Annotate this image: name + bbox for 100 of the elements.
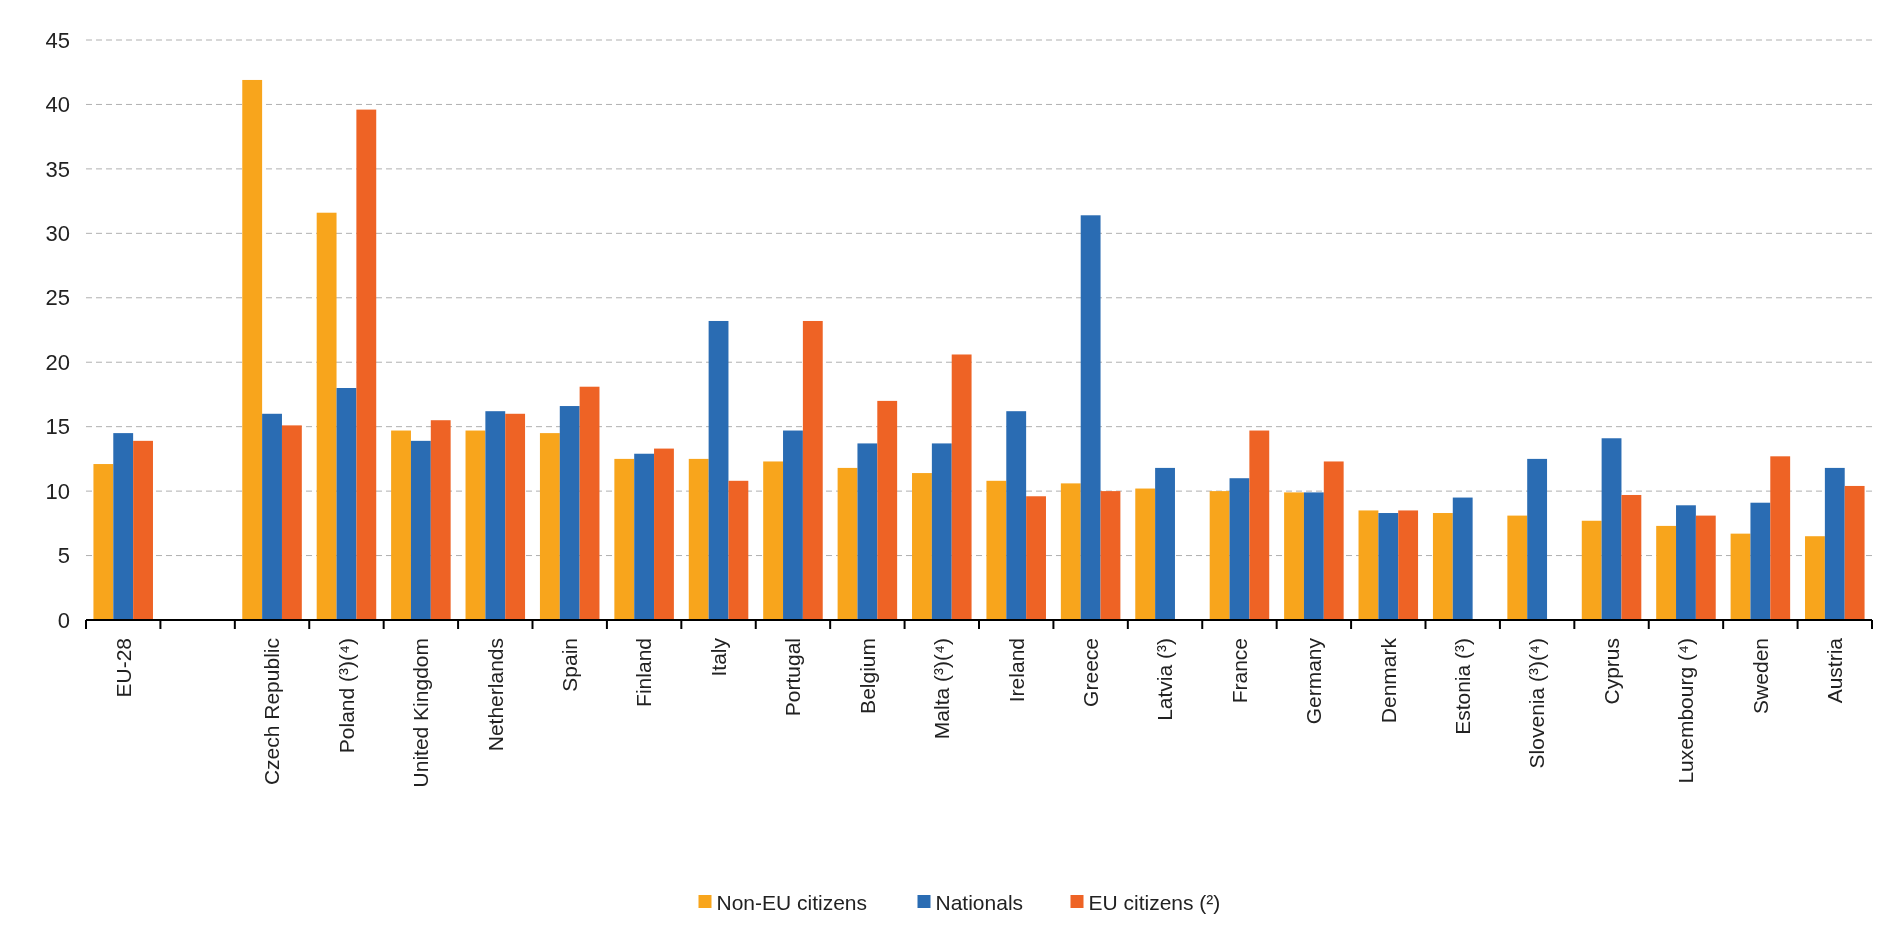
bar <box>1249 430 1270 620</box>
bar <box>1452 497 1473 620</box>
bar <box>1770 456 1791 620</box>
x-tick-label: Poland (³)(⁴) <box>334 638 358 754</box>
bar <box>1060 483 1081 620</box>
y-tick-label: 25 <box>45 285 70 311</box>
bar <box>614 458 635 620</box>
x-tick-label: Estonia (³) <box>1451 638 1475 735</box>
bar <box>559 406 580 620</box>
x-tick-label: Germany <box>1302 637 1326 725</box>
bar <box>1844 485 1865 620</box>
x-tick-label: Greece <box>1078 638 1102 707</box>
x-tick-label: Ireland <box>1004 638 1028 703</box>
x-tick-label: Luxembourg (⁴) <box>1674 638 1698 784</box>
bar <box>708 320 729 620</box>
x-tick-label: Latvia (³) <box>1153 638 1177 721</box>
bar <box>912 473 932 620</box>
y-tick-label: 40 <box>45 92 70 118</box>
bar <box>783 430 803 620</box>
bar <box>1358 510 1379 620</box>
legend-label: Non-EU citizens <box>716 891 868 914</box>
bar <box>316 212 337 620</box>
legend-label: Nationals <box>935 891 1024 914</box>
bar <box>877 400 898 620</box>
bar <box>465 430 486 620</box>
bar <box>93 464 114 620</box>
x-tick-label: Sweden <box>1748 638 1772 714</box>
x-tick-label: Belgium <box>855 638 879 714</box>
x-tick-label: Malta (³)(⁴) <box>930 638 954 740</box>
bar <box>485 411 506 620</box>
x-tick-label: Italy <box>706 637 730 677</box>
bar <box>1378 513 1399 620</box>
bar <box>1135 488 1156 620</box>
x-tick-label: EU-28 <box>111 638 135 698</box>
bar <box>1750 502 1771 620</box>
bar <box>634 453 655 620</box>
bar <box>1284 492 1304 620</box>
bar <box>1209 491 1230 620</box>
bar <box>1695 515 1716 620</box>
bar <box>242 79 263 620</box>
bar <box>1656 525 1677 620</box>
y-tick-label: 15 <box>45 414 70 440</box>
x-tick-label: Slovenia (³)(⁴) <box>1525 638 1549 769</box>
bar <box>1581 520 1602 620</box>
y-tick-label: 45 <box>45 27 70 53</box>
bar <box>1229 478 1250 620</box>
bar <box>688 458 709 620</box>
x-tick-label: Cyprus <box>1599 638 1623 705</box>
bar <box>654 448 674 620</box>
legend-label: EU citizens (²) <box>1088 891 1221 914</box>
bar <box>262 413 282 620</box>
bar <box>133 440 153 620</box>
y-tick-label: 30 <box>45 221 70 247</box>
bar <box>1432 513 1453 620</box>
x-tick-label: Denmark <box>1376 637 1400 724</box>
y-tick-label: 10 <box>45 478 70 504</box>
bar <box>430 420 451 620</box>
y-tick-label: 35 <box>45 156 70 182</box>
bar <box>837 467 858 620</box>
x-tick-label: France <box>1227 638 1251 704</box>
bar <box>1323 461 1344 620</box>
x-tick-label: Czech Republic <box>260 638 284 786</box>
bar <box>1155 467 1175 620</box>
bar <box>1026 496 1046 620</box>
bar <box>1824 467 1845 620</box>
bar <box>1398 510 1419 620</box>
bar <box>410 440 431 620</box>
x-tick-label: Austria <box>1823 637 1847 704</box>
bar <box>951 354 972 620</box>
bar <box>1730 533 1751 620</box>
bar <box>1601 438 1622 620</box>
x-tick-label: Spain <box>558 638 582 692</box>
bar <box>1100 491 1121 620</box>
bar <box>728 480 749 620</box>
bar <box>931 443 952 620</box>
bar <box>1006 411 1027 620</box>
bar <box>1676 505 1696 620</box>
bar <box>1507 515 1528 620</box>
bar <box>539 433 560 620</box>
bar <box>281 425 302 620</box>
bar <box>336 388 357 620</box>
x-tick-label: Finland <box>632 638 656 707</box>
bar <box>579 386 600 620</box>
bar <box>1621 494 1642 620</box>
bar <box>857 443 878 620</box>
y-tick-label: 20 <box>45 349 70 375</box>
bar <box>1303 492 1324 620</box>
bar <box>1080 215 1101 620</box>
x-tick-label: United Kingdom <box>409 638 433 788</box>
bar <box>505 413 526 620</box>
bar <box>356 109 377 620</box>
y-tick-label: 5 <box>57 543 70 569</box>
bar <box>1527 458 1548 620</box>
bar <box>1805 536 1825 620</box>
x-tick-label: Netherlands <box>483 638 507 752</box>
y-tick-label: 0 <box>57 607 70 633</box>
bar <box>391 430 411 620</box>
bar <box>986 480 1007 620</box>
x-tick-label: Portugal <box>781 638 805 717</box>
bar <box>113 433 134 620</box>
